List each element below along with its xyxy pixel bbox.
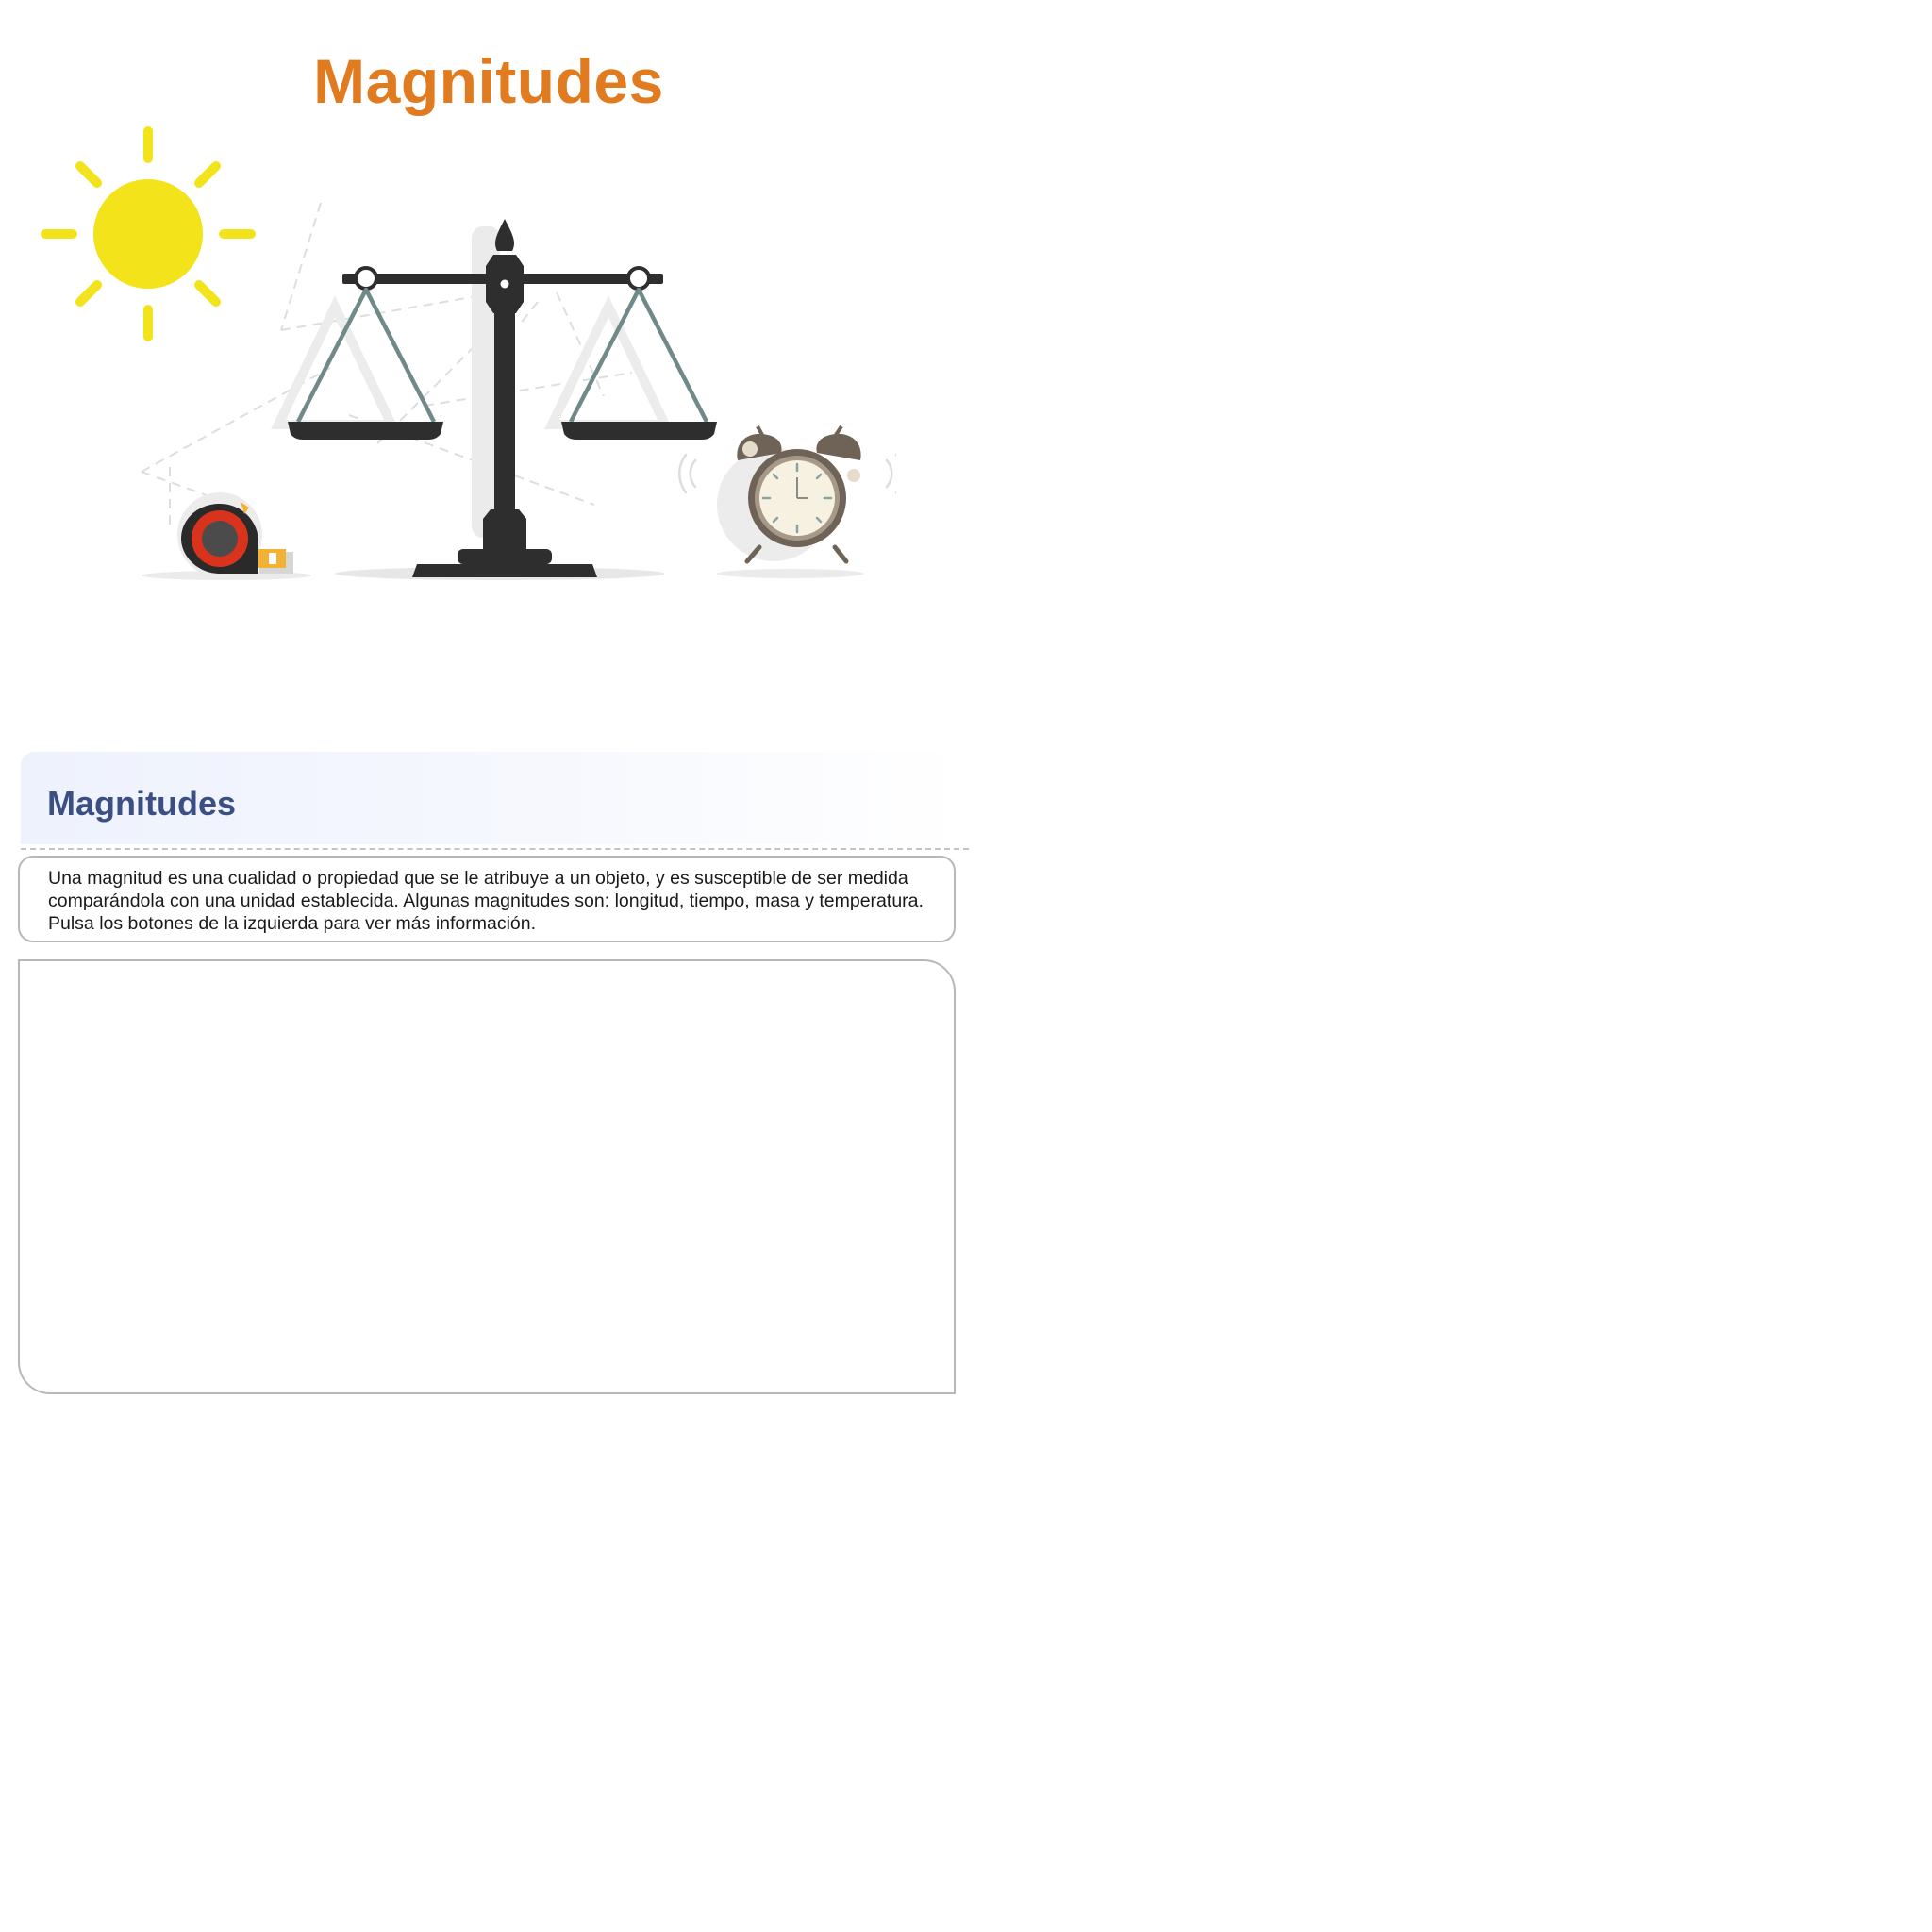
page-title: Magnitudes [313, 46, 664, 116]
background-dashed-lines [141, 202, 708, 528]
sun-icon [41, 126, 256, 341]
tape-measure-icon [142, 492, 311, 580]
magnitudes-illustration [41, 126, 896, 580]
section-divider [21, 848, 969, 850]
balance-scale-icon [271, 219, 717, 580]
section-title: Magnitudes [47, 784, 237, 823]
alarm-clock-icon [678, 425, 896, 578]
content-panel [18, 959, 956, 1394]
section-header: Magnitudes [21, 752, 969, 844]
description-text: Una magnitud es una cualidad o propiedad… [48, 868, 924, 934]
description-box: Una magnitud es una cualidad o propiedad… [18, 856, 956, 942]
